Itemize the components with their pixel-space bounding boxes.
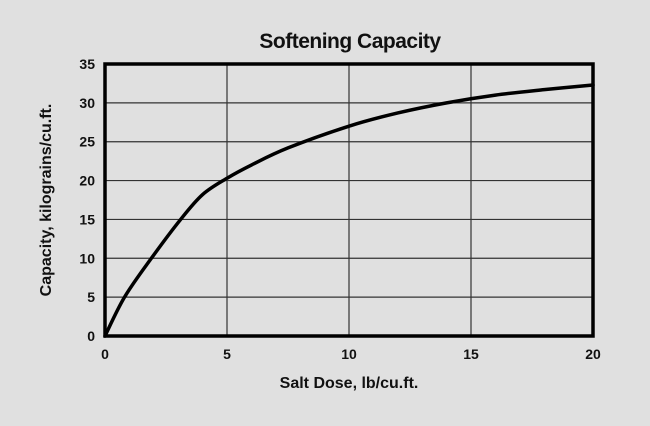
y-tick-label: 15 [79,211,95,227]
x-tick-label: 15 [463,346,479,362]
grid-lines [105,64,593,336]
y-tick-label: 0 [87,328,95,344]
x-tick-label: 5 [223,346,231,362]
y-tick-label: 20 [79,173,95,189]
capacity-curve [103,83,595,338]
chart-title: Softening Capacity [259,30,441,53]
x-tick-label: 10 [341,346,357,362]
plot-frame [103,62,595,338]
y-tick-label: 5 [87,289,95,305]
y-tick-label: 30 [79,95,95,111]
x-axis-label: Salt Dose, lb/cu.ft. [280,375,419,392]
x-tick-label: 20 [585,346,601,362]
y-tick-label: 10 [79,250,95,266]
y-tick-label: 25 [79,134,95,150]
tick-labels: 0 5 10 15 20 0 5 10 15 20 25 30 35 [79,56,601,362]
y-tick-label: 35 [79,56,95,72]
y-axis-label: Capacity, kilograins/cu.ft. [38,104,55,297]
x-tick-label: 0 [101,346,109,362]
